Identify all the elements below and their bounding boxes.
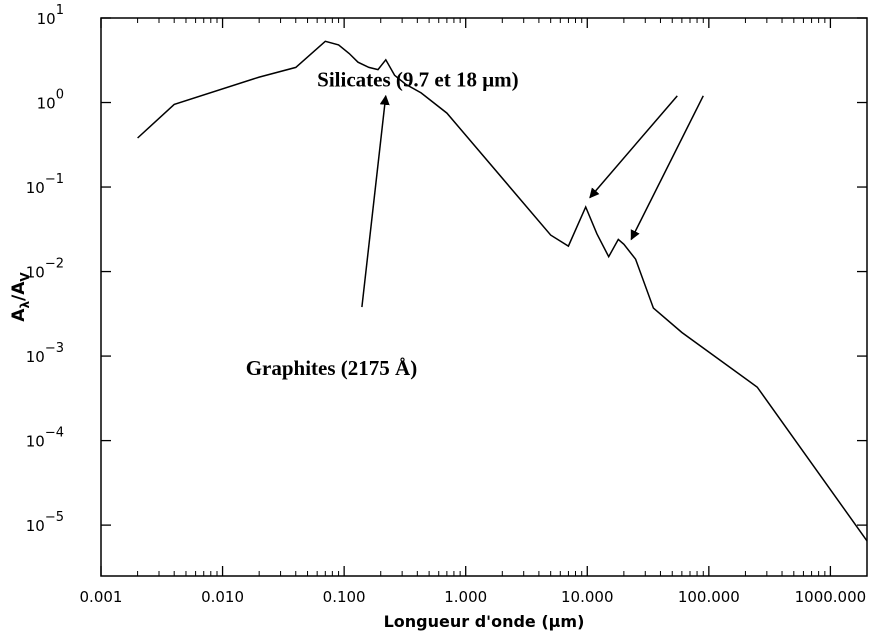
y-tick-exp: −3 — [45, 341, 64, 356]
extinction-curve — [138, 41, 867, 541]
annotations: Graphites (2175 Å) Silicates (9.7 et 18 μ… — [246, 67, 704, 379]
x-tick-label: 10.000 — [561, 588, 614, 606]
y-tick-label: 100 — [37, 88, 64, 113]
y-tick-label: 10−5 — [26, 510, 64, 535]
y-tick-exp: −1 — [45, 172, 64, 187]
y-tick-base: 10 — [37, 10, 56, 28]
y-label-a2: A — [9, 281, 29, 295]
annotation-arrow — [590, 96, 677, 198]
annotation-arrow — [631, 96, 703, 240]
x-tick-label: 0.001 — [80, 588, 123, 606]
x-tick-label: 1000.000 — [795, 588, 867, 606]
y-tick-label: 10−1 — [26, 172, 64, 197]
x-tick-label: 100.000 — [678, 588, 740, 606]
annotation-label: Silicates (9.7 et 18 μm) — [317, 67, 518, 91]
y-tick-base: 10 — [26, 179, 45, 197]
y-tick-base: 10 — [37, 95, 56, 113]
y-tick-base: 10 — [26, 517, 45, 535]
y-tick-label: 101 — [37, 3, 64, 28]
y-tick-base: 10 — [26, 433, 45, 451]
y-label-a: A — [9, 308, 29, 322]
y-label-sub2: V — [18, 272, 32, 282]
axis-ticks — [101, 18, 867, 576]
annotation-label: Graphites (2175 Å) — [246, 356, 418, 380]
y-tick-exp: −2 — [45, 257, 64, 272]
y-tick-label: 10−4 — [26, 426, 64, 451]
y-tick-exp: −4 — [45, 426, 64, 441]
x-axis-label: Longueur d'onde (μm) — [384, 612, 585, 631]
x-tick-labels: 0.001 0.010 0.100 1.000 10.000 100.000 1000.00… — [80, 588, 867, 606]
x-tick-label: 1.000 — [444, 588, 487, 606]
y-tick-exp: 0 — [56, 88, 64, 103]
annotation-arrow — [362, 96, 386, 307]
x-tick-label: 0.100 — [323, 588, 366, 606]
y-tick-exp: −5 — [45, 510, 64, 525]
y-tick-label: 10−3 — [26, 341, 64, 366]
plot-frame — [101, 18, 867, 576]
y-tick-base: 10 — [26, 348, 45, 366]
y-tick-exp: 1 — [56, 3, 64, 18]
y-axis-label: Aλ/AV — [9, 272, 32, 322]
x-tick-label: 0.010 — [201, 588, 244, 606]
